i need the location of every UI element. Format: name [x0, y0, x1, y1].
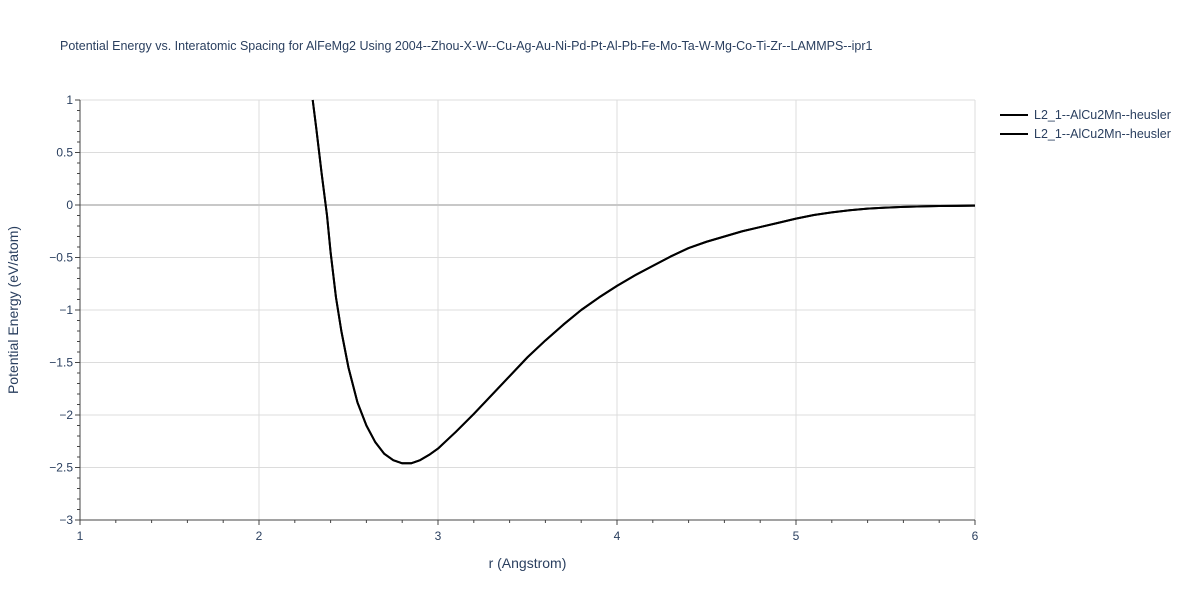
y-tick-label: 0: [66, 198, 73, 212]
x-tick-label: 1: [77, 529, 84, 543]
x-tick-label: 3: [435, 529, 442, 543]
legend-label: L2_1--AlCu2Mn--heusler: [1034, 108, 1171, 122]
x-axis-title: r (Angstrom): [489, 555, 567, 571]
x-tick-label: 2: [256, 529, 263, 543]
x-tick-label: 4: [614, 529, 621, 543]
x-tick-label: 6: [972, 529, 979, 543]
legend-label: L2_1--AlCu2Mn--heusler: [1034, 127, 1171, 141]
y-tick-label: −2: [59, 408, 73, 422]
legend-item[interactable]: L2_1--AlCu2Mn--heusler: [1000, 108, 1171, 122]
y-tick-label: 1: [66, 93, 73, 107]
y-axis-title: Potential Energy (eV/atom): [5, 226, 21, 394]
axes: 1 2 3 4 5 6 1 0.5 0 −0.5 −1 −1.5 −2 −2.5 −3: [49, 93, 978, 543]
legend-item[interactable]: L2_1--AlCu2Mn--heusler: [1000, 127, 1171, 141]
grid: [80, 99, 976, 520]
legend[interactable]: L2_1--AlCu2Mn--heusler L2_1--AlCu2Mn--heu…: [1000, 108, 1171, 141]
y-tick-label: −1: [59, 303, 73, 317]
y-tick-label: −1.5: [49, 356, 73, 370]
plot-area: [311, 99, 976, 465]
y-tick-label: 0.5: [56, 146, 73, 160]
y-tick-label: −3: [59, 513, 73, 527]
series-line: [311, 99, 976, 465]
chart-title: Potential Energy vs. Interatomic Spacing…: [60, 39, 873, 53]
y-tick-label: −0.5: [49, 251, 73, 265]
x-tick-label: 5: [793, 529, 800, 543]
y-tick-label: −2.5: [49, 461, 73, 475]
